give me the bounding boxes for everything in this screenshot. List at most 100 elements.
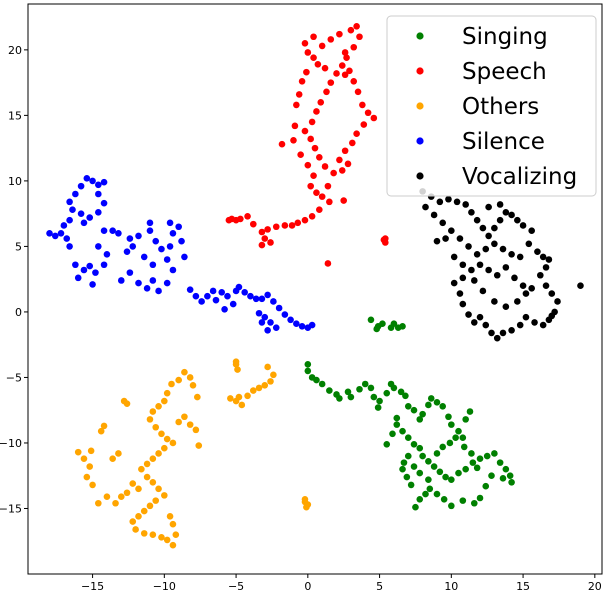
point-singing (502, 465, 510, 473)
point-speech (350, 78, 358, 85)
point-vocalizing (456, 235, 464, 242)
point-others (194, 393, 201, 401)
point-singing (416, 444, 424, 452)
point-singing (433, 450, 441, 457)
y-tick-label: 15 (8, 109, 22, 122)
point-singing (496, 459, 504, 466)
point-silence (287, 316, 294, 324)
legend-label-speech: Speech (462, 59, 547, 85)
point-speech (295, 91, 303, 98)
y-tick-label: −5 (6, 371, 22, 384)
point-speech (327, 79, 335, 86)
point-silence (92, 269, 99, 276)
point-singing (419, 410, 426, 418)
point-singing (313, 376, 320, 384)
point-others (146, 502, 154, 510)
point-singing (455, 427, 462, 435)
point-speech (301, 40, 309, 47)
point-speech (307, 135, 314, 143)
point-vocalizing (482, 321, 490, 329)
point-silence (247, 292, 254, 300)
point-others (264, 363, 271, 371)
point-vocalizing (508, 250, 515, 258)
point-silence (241, 288, 248, 296)
point-singing (399, 465, 406, 473)
point-singing (370, 393, 378, 401)
point-singing (466, 408, 474, 415)
point-silence (100, 199, 108, 207)
point-others (146, 416, 154, 423)
point-singing (404, 402, 412, 410)
point-singing (403, 473, 411, 481)
x-tick-label: 5 (376, 580, 383, 593)
point-speech (301, 127, 309, 135)
point-vocalizing (502, 264, 510, 271)
point-silence (281, 311, 289, 318)
point-others (169, 520, 177, 528)
point-speech (316, 206, 323, 214)
point-speech (350, 43, 358, 51)
point-singing (399, 323, 406, 330)
point-singing (459, 434, 467, 442)
point-singing (459, 497, 467, 504)
point-speech (353, 130, 360, 138)
point-speech (258, 228, 266, 236)
point-speech (341, 49, 349, 56)
point-silence (255, 309, 263, 317)
point-singing (410, 406, 418, 414)
point-others (103, 493, 111, 500)
point-others (227, 395, 234, 402)
point-silence (66, 198, 73, 206)
point-silence (100, 261, 108, 269)
point-silence (267, 319, 274, 326)
point-silence (163, 256, 171, 263)
point-others (123, 489, 131, 497)
point-others (100, 422, 108, 430)
point-others (86, 463, 94, 470)
point-singing (410, 440, 418, 448)
point-silence (86, 262, 94, 270)
point-singing (304, 361, 312, 368)
point-vocalizing (537, 271, 544, 279)
point-singing (445, 413, 452, 421)
point-silence (135, 279, 142, 287)
point-silence (155, 287, 162, 295)
point-speech (321, 163, 329, 170)
point-silence (129, 243, 137, 250)
point-vocalizing (531, 319, 538, 326)
point-singing (439, 443, 447, 451)
point-singing (393, 421, 401, 428)
point-vocalizing (491, 224, 498, 232)
point-singing (397, 388, 405, 396)
legend-label-vocalizing: Vocalizing (462, 164, 577, 190)
point-speech (318, 42, 326, 50)
point-vocalizing (470, 277, 478, 284)
point-silence (272, 324, 280, 331)
point-speech (308, 212, 316, 220)
point-singing (427, 395, 435, 402)
point-singing (425, 476, 432, 483)
point-others (89, 481, 96, 489)
point-silence (72, 190, 79, 198)
x-tick-label: −15 (81, 580, 104, 593)
point-singing (419, 452, 426, 460)
point-silence (95, 243, 102, 250)
legend: Singing Speech Others Silence Vocalizing (386, 15, 597, 197)
point-others (161, 397, 168, 405)
point-others (115, 450, 122, 457)
point-speech (324, 260, 332, 267)
point-singing (367, 384, 375, 392)
point-others (244, 392, 251, 400)
legend-label-singing: Singing (462, 24, 548, 50)
point-vocalizing (488, 329, 495, 337)
point-singing (460, 443, 468, 451)
point-singing (383, 389, 391, 397)
point-others (158, 534, 165, 541)
point-vocalizing (470, 319, 478, 326)
point-silence (252, 295, 260, 303)
point-silence (264, 326, 271, 334)
point-silence (100, 178, 108, 186)
point-others (175, 418, 182, 426)
point-vocalizing (519, 222, 527, 229)
point-singing (387, 324, 395, 331)
